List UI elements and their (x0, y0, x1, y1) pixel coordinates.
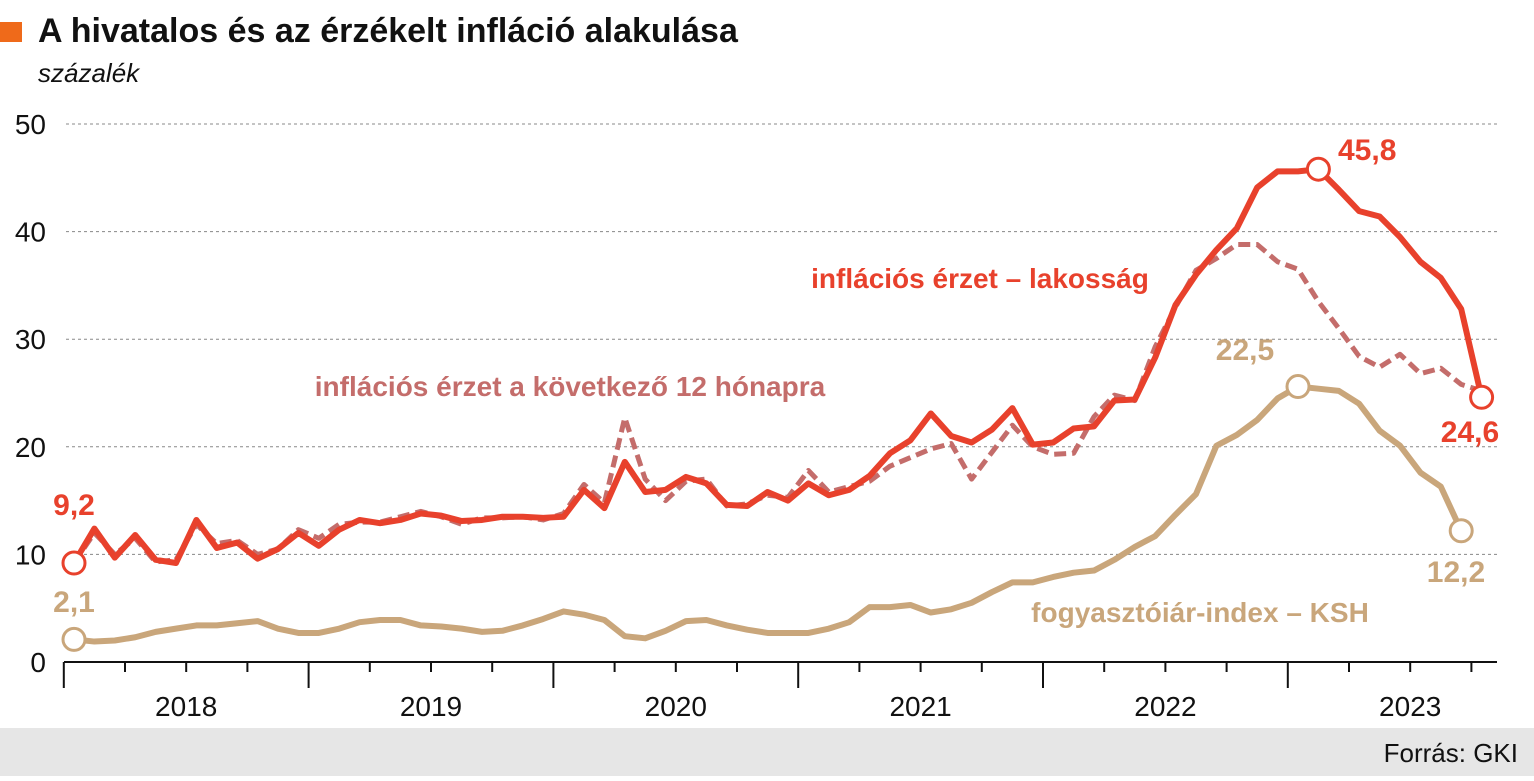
annotation: 22,5 (1216, 334, 1274, 367)
series-label: inflációs érzet a következő 12 hónapra (315, 371, 826, 402)
series-line (71, 166, 1485, 567)
source: Forrás: GKI (1384, 738, 1518, 768)
x-tick-label: 2022 (1134, 691, 1196, 722)
value-label: 45,8 (1338, 134, 1396, 167)
value-label: 2,1 (53, 586, 95, 619)
x-tick-label: 2019 (400, 691, 462, 722)
value-marker (1305, 156, 1331, 182)
y-tick-label: 30 (15, 324, 46, 355)
y-tick-label: 20 (15, 432, 46, 463)
series-label: fogyasztóiár-index – KSH (1031, 597, 1369, 628)
chart-subtitle: százalék (38, 58, 141, 88)
x-tick-label: 2023 (1379, 691, 1441, 722)
series-line (73, 383, 1464, 645)
value-marker (61, 550, 87, 576)
value-marker (61, 626, 87, 652)
y-tick-label: 40 (15, 217, 46, 248)
value-marker (1448, 518, 1474, 544)
series-label: inflációs érzet – lakosság (811, 263, 1149, 294)
footer-band (0, 728, 1534, 776)
value-label: 12,2 (1427, 556, 1485, 589)
value-marker (1469, 384, 1495, 410)
y-tick-label: 50 (15, 109, 46, 140)
value-marker (1285, 374, 1311, 400)
y-tick-label: 0 (30, 647, 46, 678)
y-tick-label: 10 (15, 539, 46, 570)
value-label: 9,2 (53, 489, 95, 522)
x-tick-label: 2020 (645, 691, 707, 722)
x-tick-label: 2021 (889, 691, 951, 722)
value-label: 24,6 (1441, 416, 1499, 449)
title-marker (0, 22, 22, 42)
chart-title: A hivatalos és az érzékelt infláció alak… (38, 12, 739, 50)
x-tick-label: 2018 (155, 691, 217, 722)
